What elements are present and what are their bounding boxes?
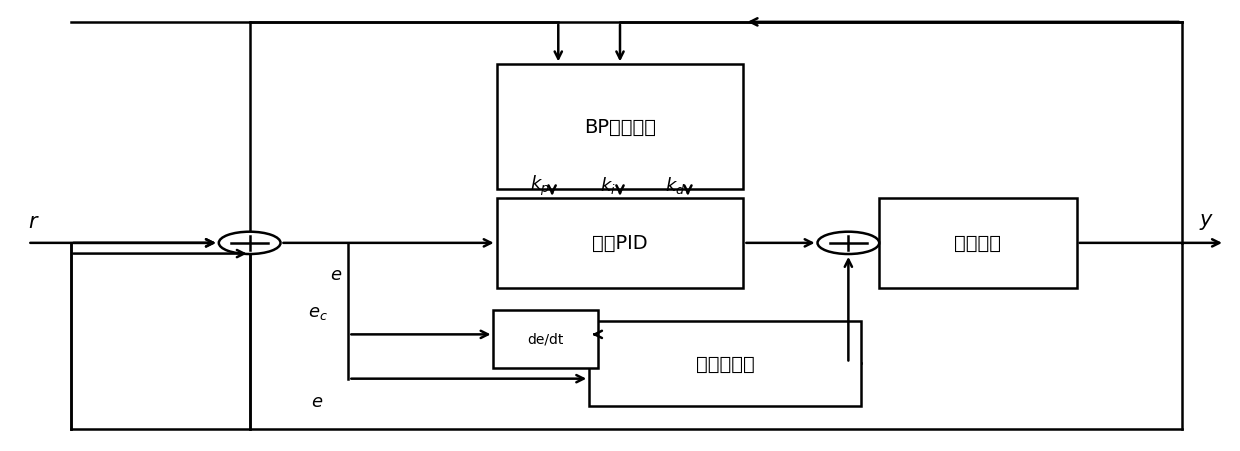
Circle shape [817, 232, 879, 254]
Circle shape [218, 232, 280, 254]
FancyBboxPatch shape [496, 65, 744, 190]
Text: $k_d$: $k_d$ [666, 175, 686, 196]
FancyBboxPatch shape [494, 310, 599, 368]
Text: $k_p$: $k_p$ [529, 173, 549, 198]
Text: $k_i$: $k_i$ [600, 175, 615, 196]
Text: $e$: $e$ [330, 266, 342, 284]
Text: BP神经网络: BP神经网络 [584, 118, 656, 137]
Text: $y$: $y$ [1199, 211, 1214, 231]
Text: $r$: $r$ [27, 211, 40, 231]
FancyBboxPatch shape [589, 321, 861, 406]
Text: de/dt: de/dt [528, 332, 564, 346]
FancyBboxPatch shape [496, 199, 744, 288]
FancyBboxPatch shape [879, 199, 1076, 288]
Text: 传统PID: 传统PID [593, 234, 647, 253]
Text: $e$: $e$ [311, 392, 324, 410]
Text: 被控对象: 被控对象 [955, 234, 1002, 253]
Text: $e_c$: $e_c$ [308, 304, 327, 322]
Text: 模糊控制器: 模糊控制器 [696, 354, 754, 373]
